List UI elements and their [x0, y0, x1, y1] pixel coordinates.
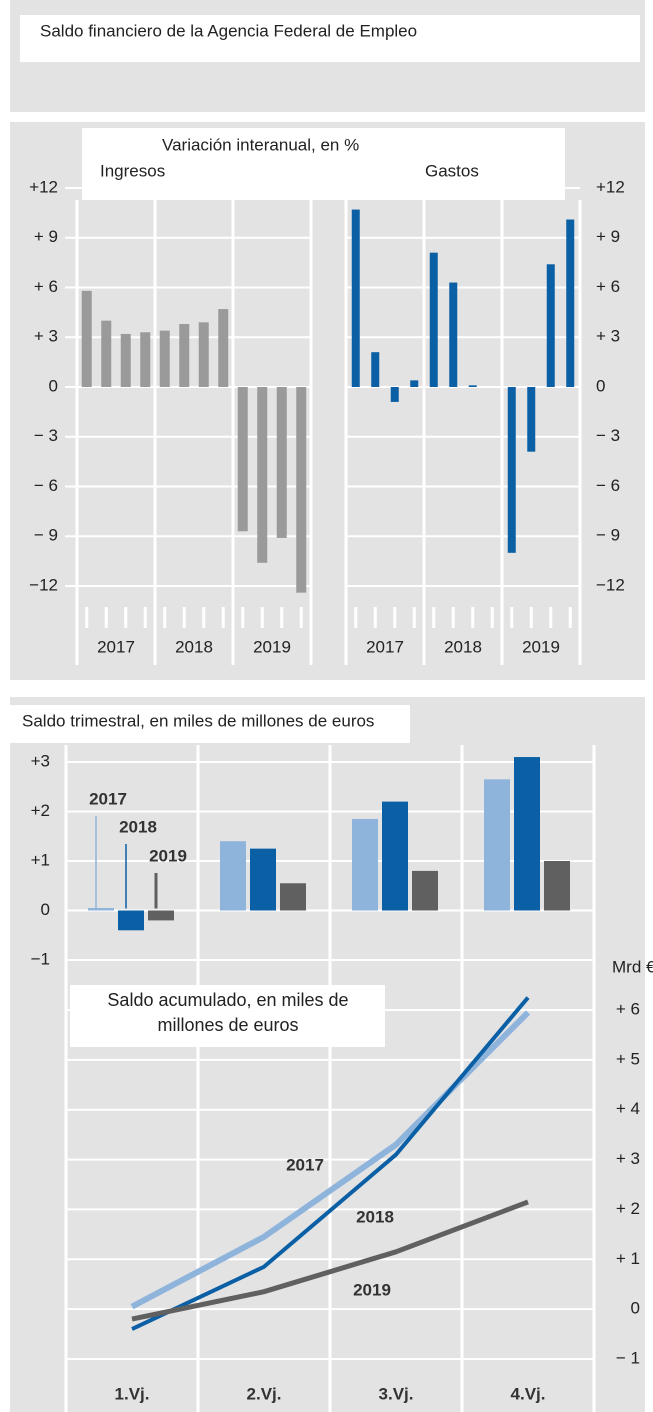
line: [131, 996, 530, 1331]
bar: [382, 801, 408, 911]
y-tick-label: +3: [31, 751, 50, 770]
y-tick-label: + 3: [616, 1149, 640, 1168]
y-tick-label: − 3: [34, 426, 58, 445]
bar: [410, 380, 419, 387]
bar: [351, 209, 360, 387]
bar: [280, 883, 306, 911]
chart-title: Gastos: [425, 161, 479, 180]
y-tick-label: + 9: [596, 227, 620, 246]
bar: [218, 309, 229, 387]
x-tick-label: 4.Vj.: [511, 1384, 546, 1403]
x-tick-label: 2018: [175, 637, 213, 656]
bar: [179, 323, 190, 387]
bar: [412, 870, 438, 911]
chart-title: Ingresos: [100, 161, 165, 180]
bar: [250, 848, 276, 911]
y-tick-label: 0: [596, 376, 605, 395]
bar: [566, 219, 575, 387]
y-tick-label: +12: [596, 177, 625, 196]
line-label: 2019: [353, 1280, 391, 1299]
bar: [257, 387, 268, 563]
x-tick-label: 2017: [366, 637, 404, 656]
y-tick-label: +12: [29, 177, 58, 196]
y-tick-label: − 1: [616, 1348, 640, 1367]
y-tick-label: + 6: [616, 999, 640, 1018]
y-tick-label: + 3: [34, 327, 58, 346]
y-tick-label: 0: [631, 1299, 640, 1318]
bar: [371, 352, 380, 387]
bar: [527, 387, 536, 452]
bar: [352, 818, 378, 911]
bar: [101, 320, 112, 387]
title-box: [70, 985, 385, 1047]
bar: [514, 757, 540, 911]
x-tick-label: 2017: [97, 637, 135, 656]
bar: [507, 387, 516, 553]
bar: [276, 387, 287, 538]
x-tick-label: 2019: [522, 637, 560, 656]
y-tick-label: −1: [31, 949, 50, 968]
bar: [120, 333, 131, 387]
panel-bg: [10, 122, 645, 680]
bar: [468, 385, 477, 387]
y-tick-label: + 5: [616, 1049, 640, 1068]
legend-label: 2018: [119, 817, 157, 836]
y-tick-label: − 6: [596, 476, 620, 495]
y-tick-label: 0: [41, 900, 50, 919]
x-tick-label: 3.Vj.: [379, 1384, 414, 1403]
x-tick-label: 2018: [444, 637, 482, 656]
y-tick-label: +2: [31, 801, 50, 820]
bar: [449, 282, 458, 387]
legend-label: 2019: [149, 846, 187, 865]
y-tick-label: − 9: [596, 526, 620, 545]
y-tick-label: − 3: [596, 426, 620, 445]
x-tick-label: 2.Vj.: [247, 1384, 282, 1403]
y-tick-label: − 9: [34, 526, 58, 545]
y-tick-label: − 6: [34, 476, 58, 495]
bar: [296, 387, 307, 593]
y-tick-label: + 6: [596, 277, 620, 296]
chart-title: Saldo acumulado, en miles de millones de…: [107, 990, 349, 1035]
legend-label: 2017: [89, 789, 127, 808]
y-tick-label: + 3: [596, 327, 620, 346]
y-tick-label: −12: [29, 575, 58, 594]
title-box: [10, 705, 410, 743]
y-tick-label: + 9: [34, 227, 58, 246]
page-title: Saldo financiero de la Agencia Federal d…: [40, 21, 417, 40]
line-label: 2017: [286, 1155, 324, 1174]
bar: [544, 861, 570, 911]
chart-title: Saldo trimestral, en miles de millones d…: [22, 711, 374, 730]
y-tick-label: + 2: [616, 1199, 640, 1218]
y-tick-label: +1: [31, 850, 50, 869]
bar: [148, 910, 174, 921]
y-tick-label: + 4: [616, 1099, 640, 1118]
y-tick-label: + 1: [616, 1249, 640, 1268]
bar: [546, 264, 555, 387]
bar: [484, 779, 510, 911]
subtitle: Variación interanual, en %: [162, 135, 359, 154]
x-tick-label: 2019: [253, 637, 291, 656]
bar: [237, 387, 248, 532]
bar: [390, 387, 399, 402]
subtitle-box: [82, 128, 565, 200]
bar: [429, 252, 438, 387]
bar: [220, 841, 246, 911]
bar: [198, 322, 209, 387]
line: [131, 1199, 529, 1322]
bar: [88, 908, 114, 911]
line-label: 2018: [356, 1207, 394, 1226]
header-box: [20, 15, 640, 62]
y-tick-label: 0: [49, 376, 58, 395]
bar: [118, 910, 144, 931]
bar: [159, 330, 170, 387]
y-tick-label: + 6: [34, 277, 58, 296]
y-axis-label: Mrd €: [612, 957, 653, 976]
y-tick-label: −12: [596, 575, 625, 594]
bar: [81, 290, 92, 387]
bar: [140, 332, 151, 387]
x-tick-label: 1.Vj.: [115, 1384, 150, 1403]
